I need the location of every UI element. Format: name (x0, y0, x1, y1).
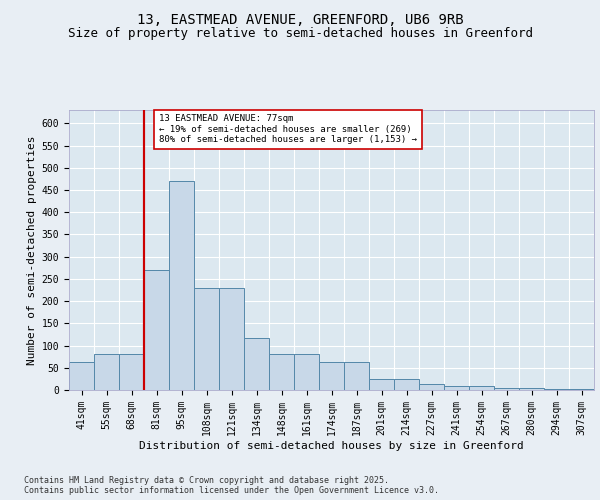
Bar (344, 362, 369, 390)
Bar (394, 379, 419, 390)
Y-axis label: Number of semi-detached properties: Number of semi-detached properties (28, 135, 37, 365)
Bar (194, 288, 219, 390)
Bar (369, 379, 394, 390)
Bar (494, 388, 519, 390)
Bar (119, 354, 144, 390)
Bar (319, 362, 344, 390)
Bar (469, 386, 494, 390)
Bar (294, 354, 319, 390)
Text: 13, EASTMEAD AVENUE, GREENFORD, UB6 9RB: 13, EASTMEAD AVENUE, GREENFORD, UB6 9RB (137, 12, 463, 26)
Bar (194, 288, 219, 390)
Bar (419, 384, 444, 390)
Bar (69, 362, 94, 390)
Bar (569, 389, 594, 390)
X-axis label: Distribution of semi-detached houses by size in Greenford: Distribution of semi-detached houses by … (139, 440, 524, 450)
Bar (369, 379, 394, 390)
Bar (119, 354, 144, 390)
Bar (69, 362, 94, 390)
Bar (494, 388, 519, 390)
Text: 13 EASTMEAD AVENUE: 77sqm
← 19% of semi-detached houses are smaller (269)
80% of: 13 EASTMEAD AVENUE: 77sqm ← 19% of semi-… (159, 114, 417, 144)
Bar (294, 354, 319, 390)
Bar (169, 181, 194, 390)
Bar (269, 354, 294, 390)
Bar (519, 388, 544, 390)
Bar (519, 388, 544, 390)
Bar (244, 338, 269, 390)
Bar (394, 379, 419, 390)
Bar (319, 362, 344, 390)
Bar (144, 270, 169, 390)
Bar (269, 354, 294, 390)
Bar (144, 270, 169, 390)
Bar (219, 288, 244, 390)
Bar (544, 389, 569, 390)
Bar (94, 354, 119, 390)
Bar (169, 181, 194, 390)
Bar (344, 362, 369, 390)
Bar (244, 338, 269, 390)
Text: Size of property relative to semi-detached houses in Greenford: Size of property relative to semi-detach… (67, 28, 533, 40)
Bar (569, 389, 594, 390)
Bar (219, 288, 244, 390)
Bar (419, 384, 444, 390)
Text: Contains HM Land Registry data © Crown copyright and database right 2025.
Contai: Contains HM Land Registry data © Crown c… (24, 476, 439, 495)
Bar (544, 389, 569, 390)
Bar (444, 386, 469, 390)
Bar (94, 354, 119, 390)
Bar (444, 386, 469, 390)
Bar (469, 386, 494, 390)
